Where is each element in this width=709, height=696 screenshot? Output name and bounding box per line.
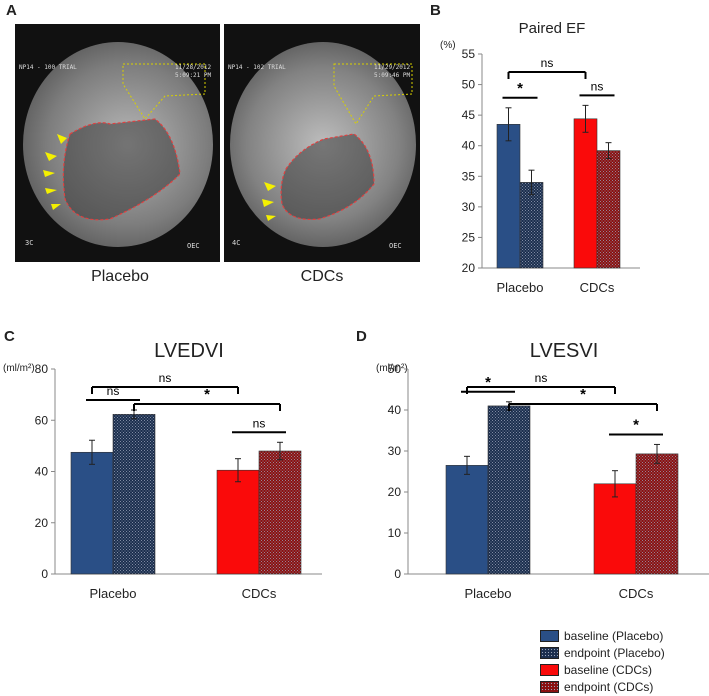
legend-label: endpoint (Placebo) bbox=[564, 645, 665, 660]
y-tick-label: 40 bbox=[388, 403, 402, 417]
y-tick-label: 20 bbox=[35, 516, 49, 530]
significance-label: * bbox=[517, 80, 523, 97]
y-tick-label: 25 bbox=[462, 230, 476, 244]
legend-item: baseline (CDCs) bbox=[540, 661, 665, 678]
panel-d-letter: D bbox=[356, 328, 367, 345]
y-unit-label: (ml/m²) bbox=[376, 363, 408, 374]
legend-swatch bbox=[540, 663, 559, 676]
y-tick-label: 0 bbox=[394, 567, 401, 581]
panel-a-letter: A bbox=[6, 2, 17, 19]
y-tick-label: 40 bbox=[462, 139, 476, 153]
legend-swatch bbox=[540, 629, 559, 642]
angio-right-date: 11/29/2012 bbox=[374, 64, 411, 71]
angio-left-date: 11/28/2012 bbox=[175, 64, 212, 71]
significance-label: ns bbox=[541, 56, 554, 70]
significance-label: ns bbox=[253, 416, 266, 430]
bar-placebo-endpoint bbox=[112, 414, 156, 575]
legend-label: baseline (CDCs) bbox=[564, 662, 653, 677]
bar-placebo-baseline bbox=[445, 465, 489, 575]
y-tick-label: 30 bbox=[388, 444, 402, 458]
y-tick-label: 30 bbox=[462, 200, 476, 214]
bar-placebo-baseline bbox=[496, 124, 521, 269]
significance-label: ns bbox=[535, 371, 548, 385]
angio-left-header: NP14 - 100 TRIAL bbox=[19, 64, 77, 71]
angio-left-oec: OEC bbox=[187, 242, 200, 250]
bar-cdcs-baseline bbox=[216, 469, 260, 575]
bar-placebo-endpoint bbox=[487, 405, 531, 575]
x-tick-label: CDCs bbox=[242, 586, 277, 601]
significance-label: ns bbox=[107, 384, 120, 398]
significance-label: * bbox=[633, 416, 639, 433]
legend-item: baseline (Placebo) bbox=[540, 627, 665, 644]
chart-b: Paired EF (%) 20 25 30 35 40 45 50 55 Placebo CDCs n… bbox=[440, 20, 640, 295]
y-tick-label: 20 bbox=[388, 485, 402, 499]
angio-left-time: 5:09:21 PM bbox=[175, 72, 212, 79]
y-tick-label: 35 bbox=[462, 169, 476, 183]
significance-label: ns bbox=[591, 79, 604, 93]
legend-swatch bbox=[540, 646, 559, 659]
legend-label: endpoint (CDCs) bbox=[564, 679, 654, 694]
bar-placebo-baseline bbox=[70, 451, 114, 575]
y-tick-label: 20 bbox=[462, 261, 476, 275]
angio-right-time: 5:09:46 PM bbox=[374, 72, 411, 79]
y-tick-label: 80 bbox=[35, 362, 49, 376]
angiogram-placebo: NP14 - 100 TRIAL 11/28/2012 5:09:21 PM 3… bbox=[15, 24, 220, 262]
significance-label: ns bbox=[159, 371, 172, 385]
bar-cdcs-endpoint bbox=[258, 450, 302, 575]
x-tick-label: Placebo bbox=[90, 586, 137, 601]
bar-placebo-endpoint bbox=[519, 182, 544, 269]
chart-title: LVEDVI bbox=[154, 340, 224, 362]
angiogram-cdcs: NP14 - 102 TRIAL 11/29/2012 5:09:46 PM 4… bbox=[224, 24, 420, 262]
legend-item: endpoint (Placebo) bbox=[540, 644, 665, 661]
angio-label-placebo: Placebo bbox=[91, 268, 149, 285]
x-tick-label: CDCs bbox=[580, 280, 615, 295]
legend-swatch bbox=[540, 680, 559, 693]
x-tick-label: Placebo bbox=[497, 280, 544, 295]
significance-label: * bbox=[485, 374, 491, 391]
y-tick-label: 45 bbox=[462, 108, 476, 122]
chart-title: LVESVI bbox=[530, 340, 599, 362]
y-tick-label: 60 bbox=[35, 413, 49, 427]
x-tick-label: CDCs bbox=[619, 586, 654, 601]
y-tick-label: 10 bbox=[388, 526, 402, 540]
panel-c-letter: C bbox=[4, 328, 15, 345]
y-tick-label: 40 bbox=[35, 465, 49, 479]
y-tick-label: 50 bbox=[388, 362, 402, 376]
bar-cdcs-baseline bbox=[593, 483, 637, 575]
chart-d: LVESVI (ml/m²) 0 10 20 30 40 50 Placebo CDCs ns * * * bbox=[376, 340, 709, 601]
legend-item: endpoint (CDCs) bbox=[540, 678, 665, 695]
angio-right-header: NP14 - 102 TRIAL bbox=[228, 64, 286, 71]
legend-label: baseline (Placebo) bbox=[564, 628, 664, 643]
legend: baseline (Placebo) endpoint (Placebo) ba… bbox=[540, 627, 665, 695]
y-tick-label: 55 bbox=[462, 47, 476, 61]
chart-title: Paired EF bbox=[519, 20, 586, 37]
significance-label: * bbox=[204, 386, 210, 403]
bar-cdcs-endpoint bbox=[635, 453, 679, 575]
bar-cdcs-baseline bbox=[573, 118, 598, 269]
y-tick-label: 50 bbox=[462, 78, 476, 92]
angio-left-view: 3C bbox=[25, 239, 34, 247]
y-unit-label: (%) bbox=[440, 40, 456, 51]
chart-c: LVEDVI (ml/m²) 0 20 40 60 80 Placebo CDCs ns * ns ns bbox=[3, 340, 322, 601]
x-tick-label: Placebo bbox=[465, 586, 512, 601]
panel-b-letter: B bbox=[430, 2, 441, 19]
bar-cdcs-endpoint bbox=[596, 150, 621, 269]
angio-label-cdcs: CDCs bbox=[300, 268, 344, 285]
angio-right-oec: OEC bbox=[389, 242, 402, 250]
y-tick-label: 0 bbox=[41, 567, 48, 581]
angio-right-view: 4C bbox=[232, 239, 241, 247]
y-unit-label: (ml/m²) bbox=[3, 363, 35, 374]
significance-label: * bbox=[580, 386, 586, 403]
